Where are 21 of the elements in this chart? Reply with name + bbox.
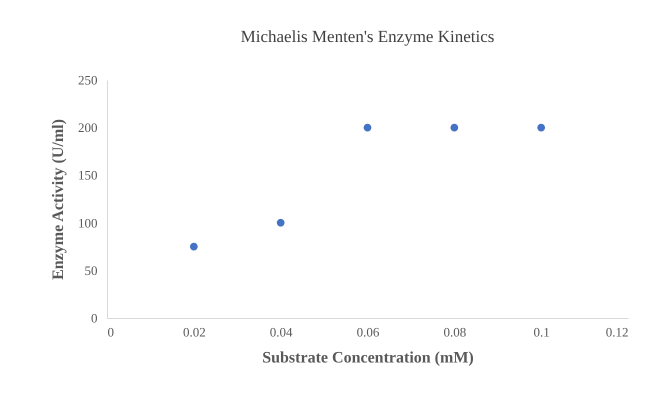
chart-title: Michaelis Menten's Enzyme Kinetics — [240, 27, 494, 46]
point — [364, 124, 372, 132]
x-tick-label: 0 — [108, 324, 114, 340]
y-tick-label: 200 — [78, 120, 98, 136]
x-tick-label: 0.06 — [356, 324, 380, 340]
y-axis-title: Enzyme Activity (U/ml) — [50, 119, 67, 280]
y-tick-label: 0 — [91, 310, 98, 326]
x-tick-label: 0.02 — [182, 324, 206, 340]
x-axis-title: Substrate Concentration (mM) — [262, 350, 474, 366]
point — [190, 242, 198, 250]
y-tick-label: 150 — [78, 168, 98, 183]
y-tick-label: 100 — [78, 215, 98, 230]
y-tick-label: 250 — [78, 72, 98, 88]
x-tick-label: 0.08 — [443, 324, 466, 340]
point — [537, 124, 546, 132]
x-tick-label: 0.12 — [606, 324, 628, 340]
x-tick-label: 0.1 — [534, 324, 550, 340]
y-tick-label: 50 — [84, 262, 98, 278]
point — [450, 124, 458, 132]
point — [276, 218, 285, 227]
x-tick-label: 0.04 — [270, 324, 294, 340]
